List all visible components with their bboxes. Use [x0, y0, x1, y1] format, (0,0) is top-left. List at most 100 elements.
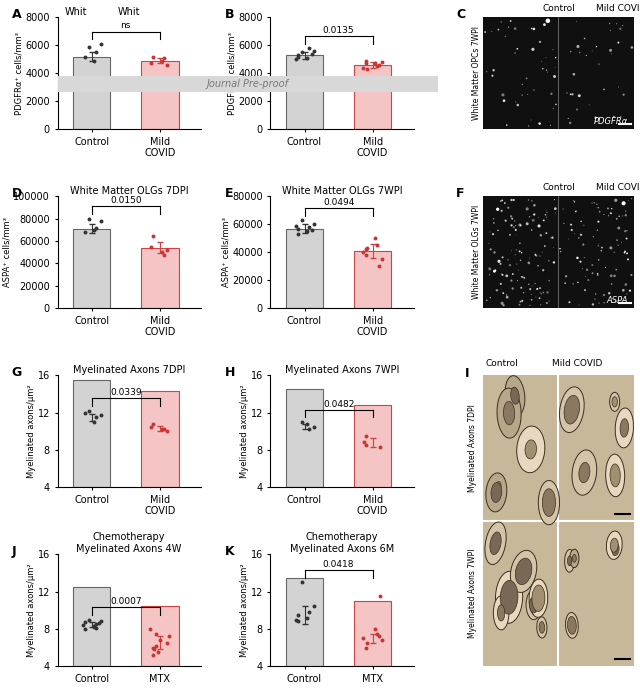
Ellipse shape: [579, 462, 590, 483]
Ellipse shape: [500, 580, 518, 614]
Point: [493, 204, 503, 215]
Point: [301, 52, 312, 63]
Point: [506, 211, 516, 222]
Point: [155, 634, 165, 645]
Point: [157, 247, 167, 258]
Point: [88, 416, 99, 428]
Point: [556, 246, 566, 257]
Ellipse shape: [612, 397, 618, 407]
Ellipse shape: [564, 396, 580, 424]
Point: [618, 89, 628, 100]
Point: [581, 50, 591, 61]
Bar: [354, 405, 392, 487]
Text: K: K: [225, 545, 234, 559]
Text: Myelinated Axons 7WPI: Myelinated Axons 7WPI: [468, 549, 477, 638]
Point: [92, 222, 102, 233]
Point: [618, 20, 628, 31]
Bar: [559, 375, 634, 520]
Point: [575, 256, 586, 267]
Point: [580, 285, 590, 296]
Point: [374, 261, 385, 272]
Text: Whit: Whit: [65, 6, 87, 17]
Point: [541, 52, 551, 63]
Point: [377, 634, 387, 645]
Point: [572, 104, 582, 115]
Point: [292, 609, 303, 620]
Bar: [286, 228, 323, 308]
Point: [486, 244, 496, 255]
Point: [511, 224, 521, 235]
Text: 0.0135: 0.0135: [323, 26, 355, 35]
Point: [529, 209, 540, 220]
Point: [506, 245, 516, 256]
Point: [510, 23, 520, 34]
Point: [543, 15, 553, 26]
Point: [148, 642, 159, 653]
Point: [531, 250, 541, 261]
Point: [577, 263, 588, 274]
Point: [623, 254, 633, 265]
Point: [569, 69, 579, 80]
Bar: [286, 577, 323, 666]
Point: [361, 250, 371, 261]
Point: [157, 424, 167, 435]
Point: [549, 71, 559, 82]
Point: [506, 15, 516, 26]
Point: [148, 51, 158, 62]
Point: [517, 295, 527, 306]
Point: [301, 418, 312, 430]
Y-axis label: White Matter OPCs 7WPI: White Matter OPCs 7WPI: [472, 26, 481, 120]
Point: [576, 229, 586, 240]
Bar: [286, 55, 323, 129]
Point: [307, 224, 317, 235]
Point: [550, 62, 560, 73]
Ellipse shape: [529, 579, 548, 618]
Point: [589, 197, 600, 208]
Point: [538, 287, 548, 298]
Point: [588, 268, 598, 279]
Point: [600, 262, 611, 273]
Point: [480, 26, 490, 37]
Point: [573, 277, 583, 288]
Bar: [141, 60, 179, 129]
Y-axis label: PDGFRα⁺ cells/mm³: PDGFRα⁺ cells/mm³: [15, 32, 24, 115]
Point: [560, 278, 570, 289]
Point: [611, 264, 621, 276]
Point: [375, 591, 385, 602]
Point: [148, 650, 159, 661]
Point: [579, 252, 589, 263]
Point: [291, 614, 301, 625]
Point: [616, 237, 627, 248]
Point: [484, 238, 494, 249]
Point: [620, 247, 630, 258]
Text: C: C: [456, 8, 465, 22]
Point: [618, 198, 628, 210]
Text: PDGFRα: PDGFRα: [593, 117, 628, 126]
Point: [92, 46, 102, 58]
Point: [597, 242, 607, 253]
Point: [605, 18, 615, 29]
Point: [494, 256, 504, 267]
Point: [511, 244, 522, 255]
Point: [562, 87, 572, 99]
Ellipse shape: [486, 473, 507, 512]
Point: [292, 616, 303, 627]
Point: [485, 292, 495, 303]
Text: E: E: [225, 187, 233, 201]
Point: [571, 206, 581, 217]
Point: [621, 210, 631, 221]
Ellipse shape: [525, 440, 536, 459]
Point: [595, 206, 605, 217]
Point: [524, 121, 534, 132]
Point: [592, 225, 602, 236]
Point: [304, 424, 314, 435]
Point: [574, 300, 584, 311]
Point: [484, 269, 495, 280]
Point: [513, 99, 523, 110]
Point: [568, 89, 578, 100]
Point: [555, 243, 565, 254]
Point: [571, 205, 581, 217]
Point: [572, 16, 582, 27]
Point: [593, 268, 603, 279]
Ellipse shape: [538, 480, 559, 525]
